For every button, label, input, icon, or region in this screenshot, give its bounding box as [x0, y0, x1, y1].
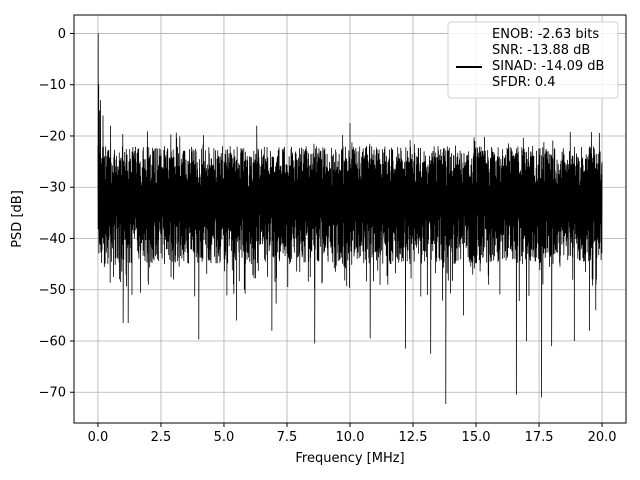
legend-entry-sfdr: SFDR: 0.4 [492, 75, 556, 90]
x-tick-label: 17.5 [525, 430, 554, 445]
legend-box [447, 21, 619, 99]
x-tick-label: 10.0 [336, 430, 365, 445]
legend-entry-sinad: SINAD: -14.09 dB [492, 59, 604, 74]
x-tick-label: 15.0 [462, 430, 491, 445]
y-tick-label: −70 [39, 386, 66, 401]
x-axis-label: Frequency [MHz] [295, 451, 404, 466]
x-tick-label: 7.5 [277, 430, 298, 445]
legend-entry-snr: SNR: -13.88 dB [492, 43, 590, 58]
y-tick-label: −10 [39, 78, 66, 93]
y-axis-label: PSD [dB] [10, 190, 25, 248]
plot-area [97, 33, 603, 405]
y-tick-label: −50 [39, 283, 66, 298]
x-tick-label: 2.5 [151, 430, 172, 445]
y-tick-label: −40 [39, 232, 66, 247]
psd-trace-line [97, 33, 603, 405]
x-tick-label: 0.0 [88, 430, 109, 445]
y-tick-label: 0 [58, 27, 66, 42]
y-tick-label: −20 [39, 129, 66, 144]
legend: ENOB: -2.63 bits SNR: -13.88 dB SINAD: -… [447, 21, 619, 99]
x-axis-ticks: 0.0 2.5 5.0 7.5 10.0 12.5 15.0 17.5 20.0 [88, 423, 617, 445]
x-tick-label: 20.0 [588, 430, 617, 445]
legend-entry-enob: ENOB: -2.63 bits [492, 27, 599, 42]
x-tick-label: 12.5 [399, 430, 428, 445]
y-axis-ticks: 0 −10 −20 −30 −40 −50 −60 −70 [39, 27, 74, 401]
x-tick-label: 5.0 [214, 430, 235, 445]
y-tick-label: −60 [39, 334, 66, 349]
y-tick-label: −30 [39, 181, 66, 196]
